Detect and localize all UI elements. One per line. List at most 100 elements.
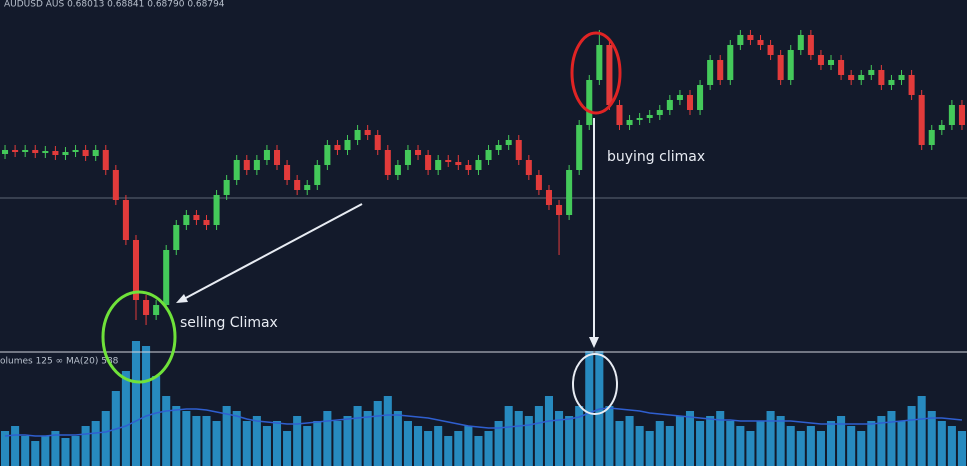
volume-bar — [575, 406, 584, 466]
candle-body — [606, 45, 613, 105]
volume-bar — [645, 431, 654, 466]
candle-body — [243, 160, 250, 170]
volume-bar — [504, 406, 513, 466]
candle-body — [203, 220, 210, 225]
candle-body — [2, 150, 9, 154]
volume-bar — [31, 441, 40, 466]
volume-bar — [877, 416, 886, 466]
candle-body — [485, 150, 492, 160]
candle-body — [455, 162, 462, 165]
candle-body — [324, 145, 331, 165]
candle-body — [545, 190, 552, 205]
candle-body — [32, 150, 39, 153]
candle-body — [62, 152, 69, 155]
volume-bar — [696, 421, 705, 466]
candle-body — [263, 150, 270, 160]
volume-bar — [434, 426, 443, 466]
volume-bar — [232, 411, 241, 466]
volume-bar — [635, 426, 644, 466]
volume-bar — [927, 411, 936, 466]
volume-bar — [625, 416, 634, 466]
candle-body — [717, 60, 724, 80]
candle-body — [404, 150, 411, 165]
candle-body — [676, 95, 683, 100]
candle-body — [475, 160, 482, 170]
candle-body — [193, 215, 200, 220]
volume-bar — [51, 431, 60, 466]
volume-bar — [887, 411, 896, 466]
volume-bar — [726, 421, 735, 466]
candle-body — [153, 305, 160, 315]
volume-bar — [293, 416, 302, 466]
volume-bar — [222, 406, 231, 466]
volume-bar — [101, 411, 110, 466]
volume-bar — [142, 346, 151, 466]
volume-bar — [121, 371, 130, 466]
candle-body — [82, 150, 89, 156]
volume-bar — [444, 436, 453, 466]
candle-body — [686, 95, 694, 110]
volume-ma-line — [4, 407, 963, 437]
volume-bar — [393, 411, 402, 466]
candle-body — [868, 70, 875, 75]
candle-body — [12, 150, 19, 152]
candle-body — [344, 140, 351, 150]
candle-body — [777, 55, 784, 80]
volume-bar — [363, 411, 372, 466]
volume-bar — [776, 416, 785, 466]
volume-bar — [272, 421, 282, 466]
volume-bar — [172, 406, 181, 466]
annotation: buying climax — [607, 149, 705, 165]
volume-bar — [383, 396, 392, 466]
volume-bar — [796, 431, 805, 466]
candle-body — [233, 160, 240, 180]
volume-bar — [333, 421, 342, 466]
candle-body — [787, 50, 794, 80]
marks — [1, 30, 966, 466]
volume-bar — [192, 416, 201, 466]
candle-body — [626, 120, 633, 125]
candle-body — [535, 175, 542, 190]
candle-body — [394, 165, 401, 175]
buying-circle — [570, 31, 622, 115]
arrow-head — [589, 337, 599, 348]
volume-bar — [152, 376, 161, 466]
volume-bar — [907, 406, 916, 466]
candle-body — [22, 150, 29, 152]
candle-body — [898, 75, 905, 80]
volume-bar — [685, 411, 695, 466]
volume-bar — [736, 426, 745, 466]
volume-bar — [424, 431, 433, 466]
candle-body — [163, 250, 170, 305]
volume-bar — [937, 421, 946, 466]
candle-body — [425, 155, 432, 170]
candle-body — [284, 165, 291, 180]
candle-body — [697, 85, 704, 110]
arrow — [181, 203, 363, 301]
volume-bar — [182, 411, 191, 466]
candle-body — [495, 145, 502, 150]
candle-body — [374, 135, 381, 150]
candle-body — [223, 180, 230, 195]
volume-bar — [615, 421, 624, 466]
volume-bar — [21, 436, 30, 466]
candle-body — [435, 160, 442, 170]
volume-bar — [867, 421, 876, 466]
volume-bar — [544, 396, 554, 466]
volume-bar — [212, 421, 221, 466]
volume-bar — [283, 431, 292, 466]
candle-body — [767, 45, 774, 55]
volume-bar — [323, 411, 332, 466]
candle-body — [888, 80, 895, 85]
volume-bar — [555, 411, 564, 466]
volume-bar — [91, 421, 100, 466]
candle-body — [616, 105, 623, 125]
volume-bar — [131, 341, 141, 466]
candle-body — [797, 35, 804, 50]
candle-body — [173, 225, 180, 250]
annotation: selling Climax — [180, 315, 278, 331]
volume-bar — [413, 426, 423, 466]
